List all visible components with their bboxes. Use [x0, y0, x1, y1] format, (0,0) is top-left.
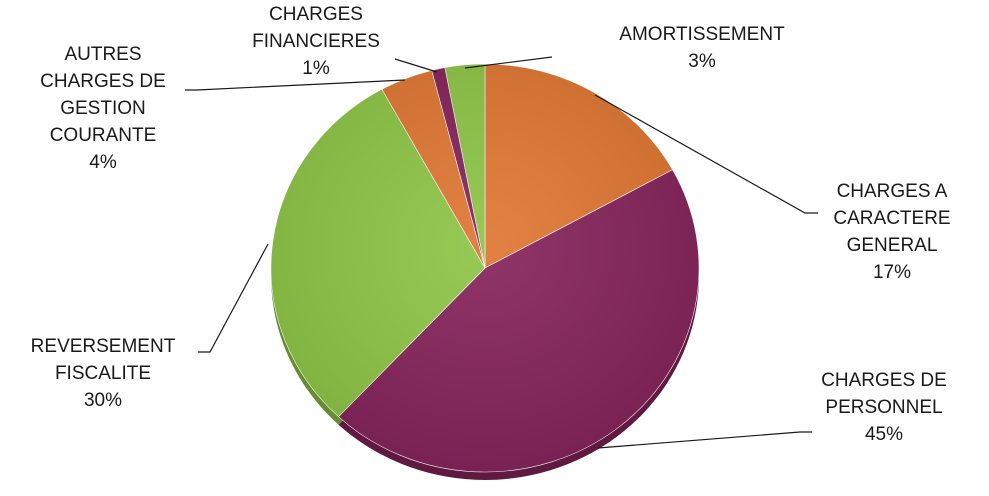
data-label: REVERSEMENT FISCALITE 30%: [31, 336, 176, 411]
data-label-line: REVERSEMENT: [31, 336, 176, 357]
leader-lines: [185, 56, 818, 449]
data-label: AMORTISSEMENT 3%: [619, 24, 785, 72]
data-label: CHARGES DE PERSONNEL 45%: [821, 370, 947, 445]
data-label: CHARGES A CARACTERE GENERAL 17%: [833, 181, 950, 283]
data-label: AUTRES CHARGES DE GESTION COURANTE 4%: [40, 44, 166, 173]
data-label-percent: 45%: [865, 424, 903, 445]
data-label: CHARGES FINANCIERES 1%: [252, 4, 380, 79]
leader-line: [185, 79, 406, 91]
pie-slices: [270, 63, 700, 473]
data-label-percent: 3%: [688, 51, 716, 72]
data-label-line: FINANCIERES: [252, 31, 380, 52]
data-label-percent: 1%: [302, 58, 330, 79]
data-label-line: CHARGES DE: [821, 370, 947, 391]
data-label-line: GESTION: [60, 98, 146, 119]
data-label-line: AMORTISSEMENT: [619, 24, 785, 45]
data-label-line: GENERAL: [847, 235, 938, 256]
data-label-line: CHARGES DE: [40, 71, 166, 92]
leader-line: [597, 431, 812, 449]
data-label-line: CHARGES: [269, 4, 363, 25]
data-label-percent: 30%: [84, 390, 122, 411]
data-labels: CHARGES A CARACTERE GENERAL 17% CHARGES DE PE…: [31, 4, 951, 445]
leader-line: [594, 94, 818, 214]
leader-line: [198, 243, 269, 353]
data-label-line: COURANTE: [50, 125, 157, 146]
leader-line: [464, 56, 553, 69]
data-label-line: FISCALITE: [55, 363, 151, 384]
data-label-line: AUTRES: [64, 44, 141, 65]
data-label-line: CHARGES A: [837, 181, 948, 202]
data-label-line: CARACTERE: [833, 208, 950, 229]
data-label-percent: 17%: [873, 262, 911, 283]
data-label-percent: 4%: [89, 152, 117, 173]
data-label-line: PERSONNEL: [825, 397, 942, 418]
leader-line: [394, 58, 438, 73]
